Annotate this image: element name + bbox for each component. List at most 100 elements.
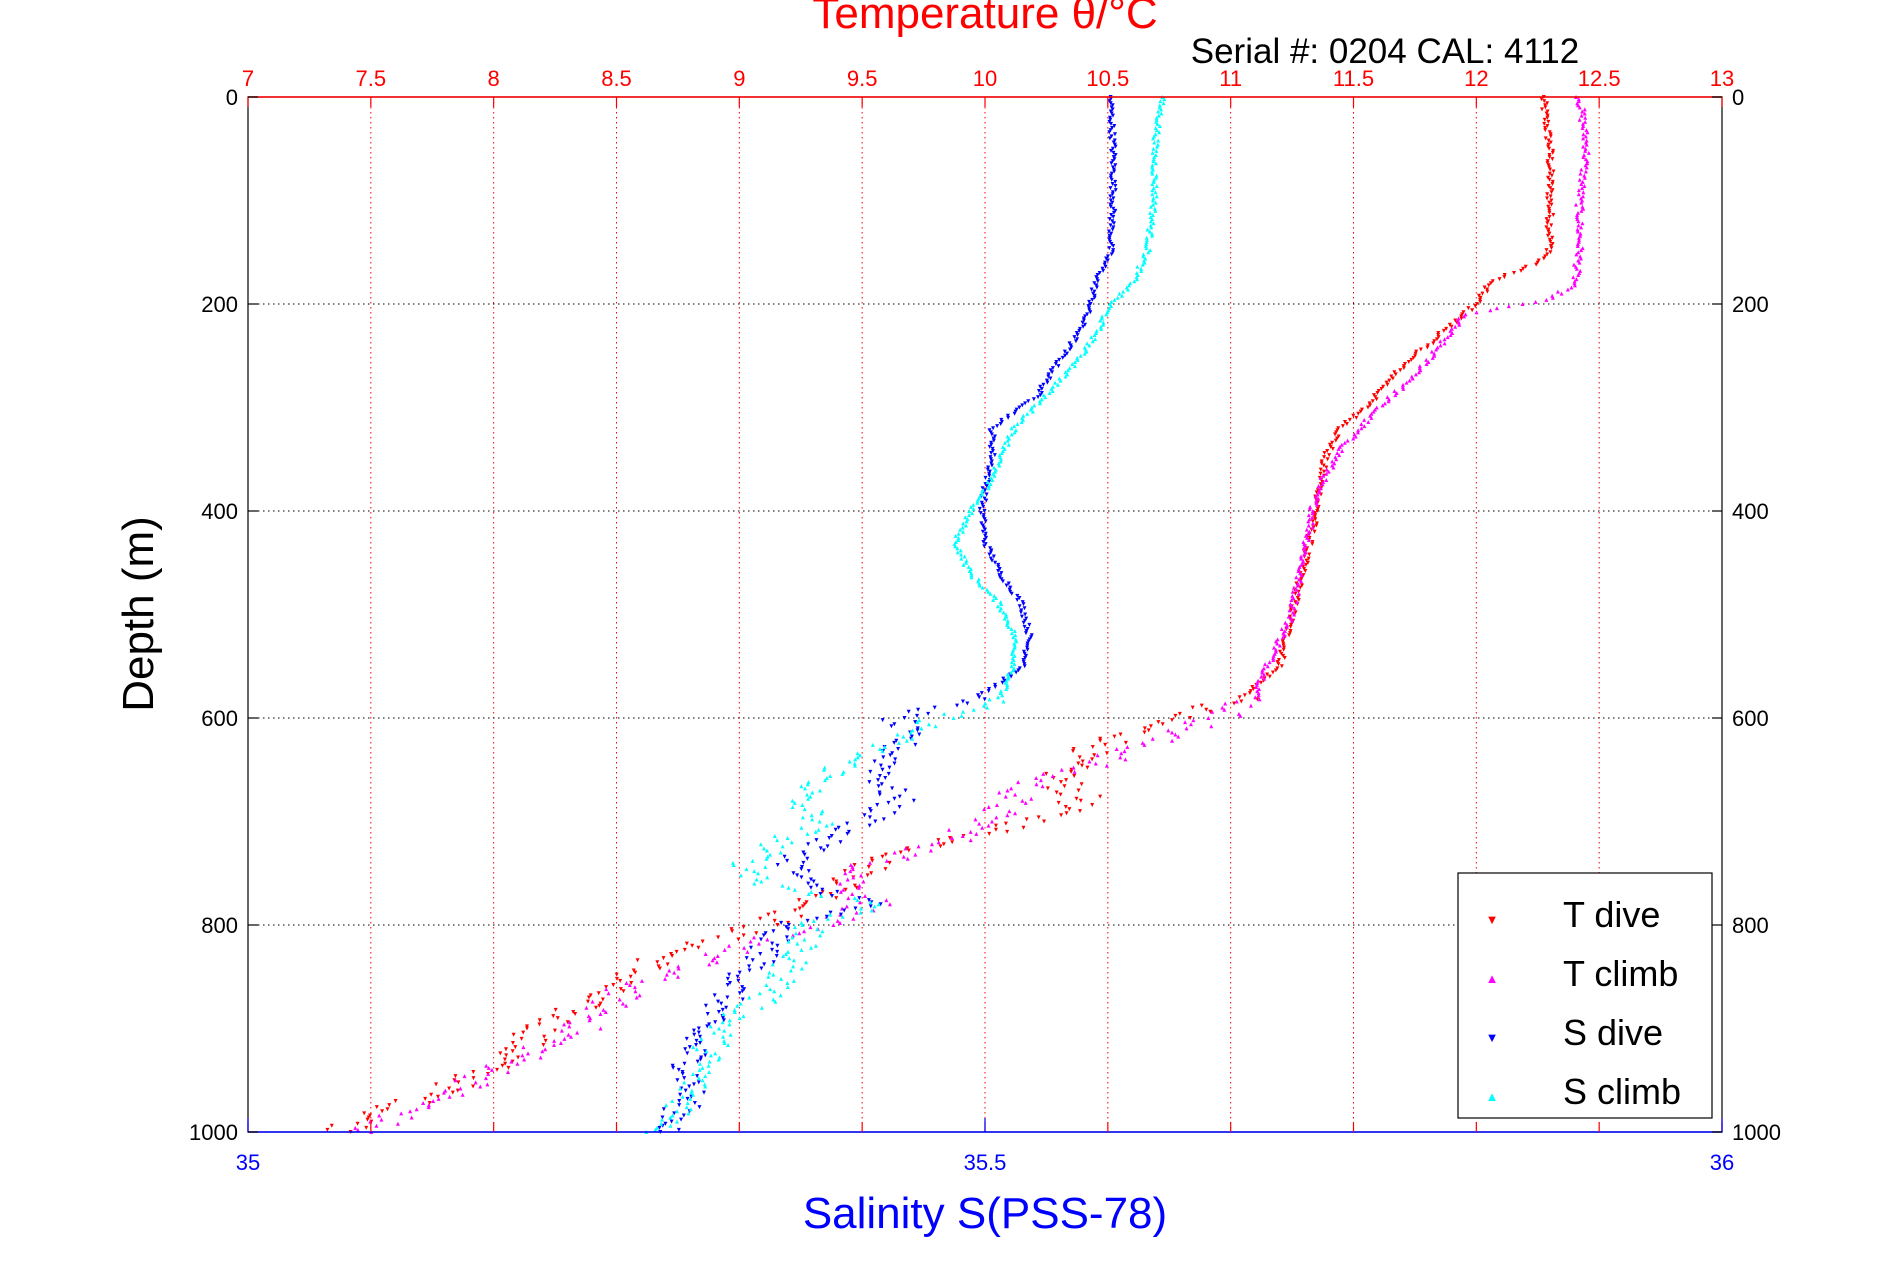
data-point bbox=[1117, 291, 1122, 296]
data-point bbox=[1090, 297, 1095, 302]
data-point bbox=[1157, 103, 1162, 108]
data-point bbox=[926, 711, 931, 716]
data-point bbox=[1110, 250, 1115, 255]
data-point bbox=[1281, 653, 1286, 658]
data-point bbox=[1550, 150, 1555, 155]
data-point bbox=[1456, 320, 1461, 325]
data-point bbox=[1108, 128, 1113, 133]
data-point bbox=[987, 831, 992, 836]
data-point bbox=[744, 867, 749, 872]
data-point bbox=[668, 1115, 673, 1120]
data-point bbox=[742, 945, 747, 950]
data-point bbox=[1281, 643, 1286, 648]
data-point bbox=[995, 604, 1000, 609]
data-point bbox=[664, 1103, 669, 1108]
data-point bbox=[996, 562, 1001, 567]
data-point bbox=[1142, 260, 1147, 265]
data-point bbox=[540, 1049, 545, 1054]
data-point bbox=[1140, 262, 1145, 267]
data-point bbox=[913, 742, 918, 747]
data-point bbox=[876, 778, 881, 783]
data-point bbox=[1071, 765, 1076, 770]
data-point bbox=[1009, 786, 1014, 791]
data-point bbox=[1153, 161, 1158, 166]
data-point bbox=[1046, 372, 1051, 377]
data-point bbox=[887, 860, 892, 865]
data-point bbox=[1257, 687, 1262, 692]
data-point bbox=[1262, 672, 1267, 677]
data-point bbox=[956, 537, 961, 542]
data-point bbox=[1547, 206, 1552, 211]
data-point bbox=[1003, 680, 1008, 685]
data-point bbox=[786, 923, 791, 927]
data-point bbox=[678, 1092, 683, 1097]
data-point bbox=[1069, 769, 1074, 774]
data-point bbox=[1536, 258, 1541, 263]
data-point bbox=[1287, 633, 1292, 638]
data-point bbox=[772, 833, 777, 838]
data-point bbox=[1542, 121, 1547, 126]
data-point bbox=[845, 821, 850, 826]
data-point bbox=[1237, 695, 1242, 700]
data-point bbox=[1085, 312, 1090, 317]
data-point bbox=[562, 1022, 567, 1027]
data-point bbox=[584, 1005, 589, 1010]
data-point bbox=[795, 873, 800, 878]
data-point bbox=[1107, 233, 1112, 238]
data-point bbox=[955, 703, 960, 708]
data-point bbox=[621, 989, 626, 994]
data-point bbox=[1017, 666, 1022, 671]
data-point bbox=[1307, 506, 1312, 511]
data-point bbox=[1000, 680, 1005, 685]
data-point bbox=[835, 889, 840, 894]
data-point bbox=[1278, 649, 1283, 654]
data-point bbox=[1256, 691, 1261, 696]
data-point bbox=[1485, 289, 1490, 294]
data-point bbox=[1090, 339, 1095, 344]
data-point bbox=[617, 997, 622, 1002]
data-point bbox=[1450, 330, 1455, 335]
data-point bbox=[1574, 266, 1579, 271]
data-point bbox=[715, 954, 720, 959]
data-point bbox=[993, 560, 998, 565]
data-point bbox=[498, 1051, 503, 1056]
data-point bbox=[792, 925, 797, 930]
data-point bbox=[1324, 477, 1329, 482]
data-point bbox=[1342, 419, 1347, 424]
data-point bbox=[979, 691, 984, 696]
data-point bbox=[880, 718, 885, 723]
data-point bbox=[1151, 202, 1156, 207]
data-point bbox=[1064, 811, 1069, 816]
data-point bbox=[1336, 446, 1341, 451]
data-point bbox=[892, 740, 897, 745]
data-point bbox=[846, 896, 851, 901]
data-point bbox=[364, 1125, 369, 1130]
data-point bbox=[1098, 738, 1103, 743]
data-point bbox=[790, 798, 795, 803]
data-point bbox=[806, 842, 811, 847]
data-point bbox=[979, 521, 984, 526]
data-point bbox=[994, 802, 999, 807]
data-point bbox=[1009, 432, 1014, 437]
data-point bbox=[1077, 326, 1082, 331]
data-point bbox=[990, 446, 995, 451]
legend-marker-t-climb: ▲ bbox=[1486, 971, 1499, 986]
data-point bbox=[1584, 165, 1589, 170]
data-point bbox=[774, 954, 779, 959]
data-point bbox=[680, 1094, 685, 1099]
data-point bbox=[869, 908, 874, 913]
data-point bbox=[820, 929, 825, 934]
data-point bbox=[1282, 629, 1287, 634]
data-point bbox=[634, 995, 639, 1000]
data-point bbox=[1050, 366, 1055, 371]
data-point bbox=[1022, 618, 1027, 623]
data-point bbox=[1549, 190, 1554, 195]
data-point bbox=[471, 1084, 476, 1089]
data-point bbox=[725, 976, 730, 981]
data-point bbox=[1023, 800, 1028, 805]
data-point bbox=[815, 927, 820, 932]
data-point bbox=[450, 1090, 455, 1095]
data-point bbox=[1012, 662, 1017, 667]
data-point bbox=[905, 846, 910, 851]
data-point bbox=[1103, 264, 1108, 269]
